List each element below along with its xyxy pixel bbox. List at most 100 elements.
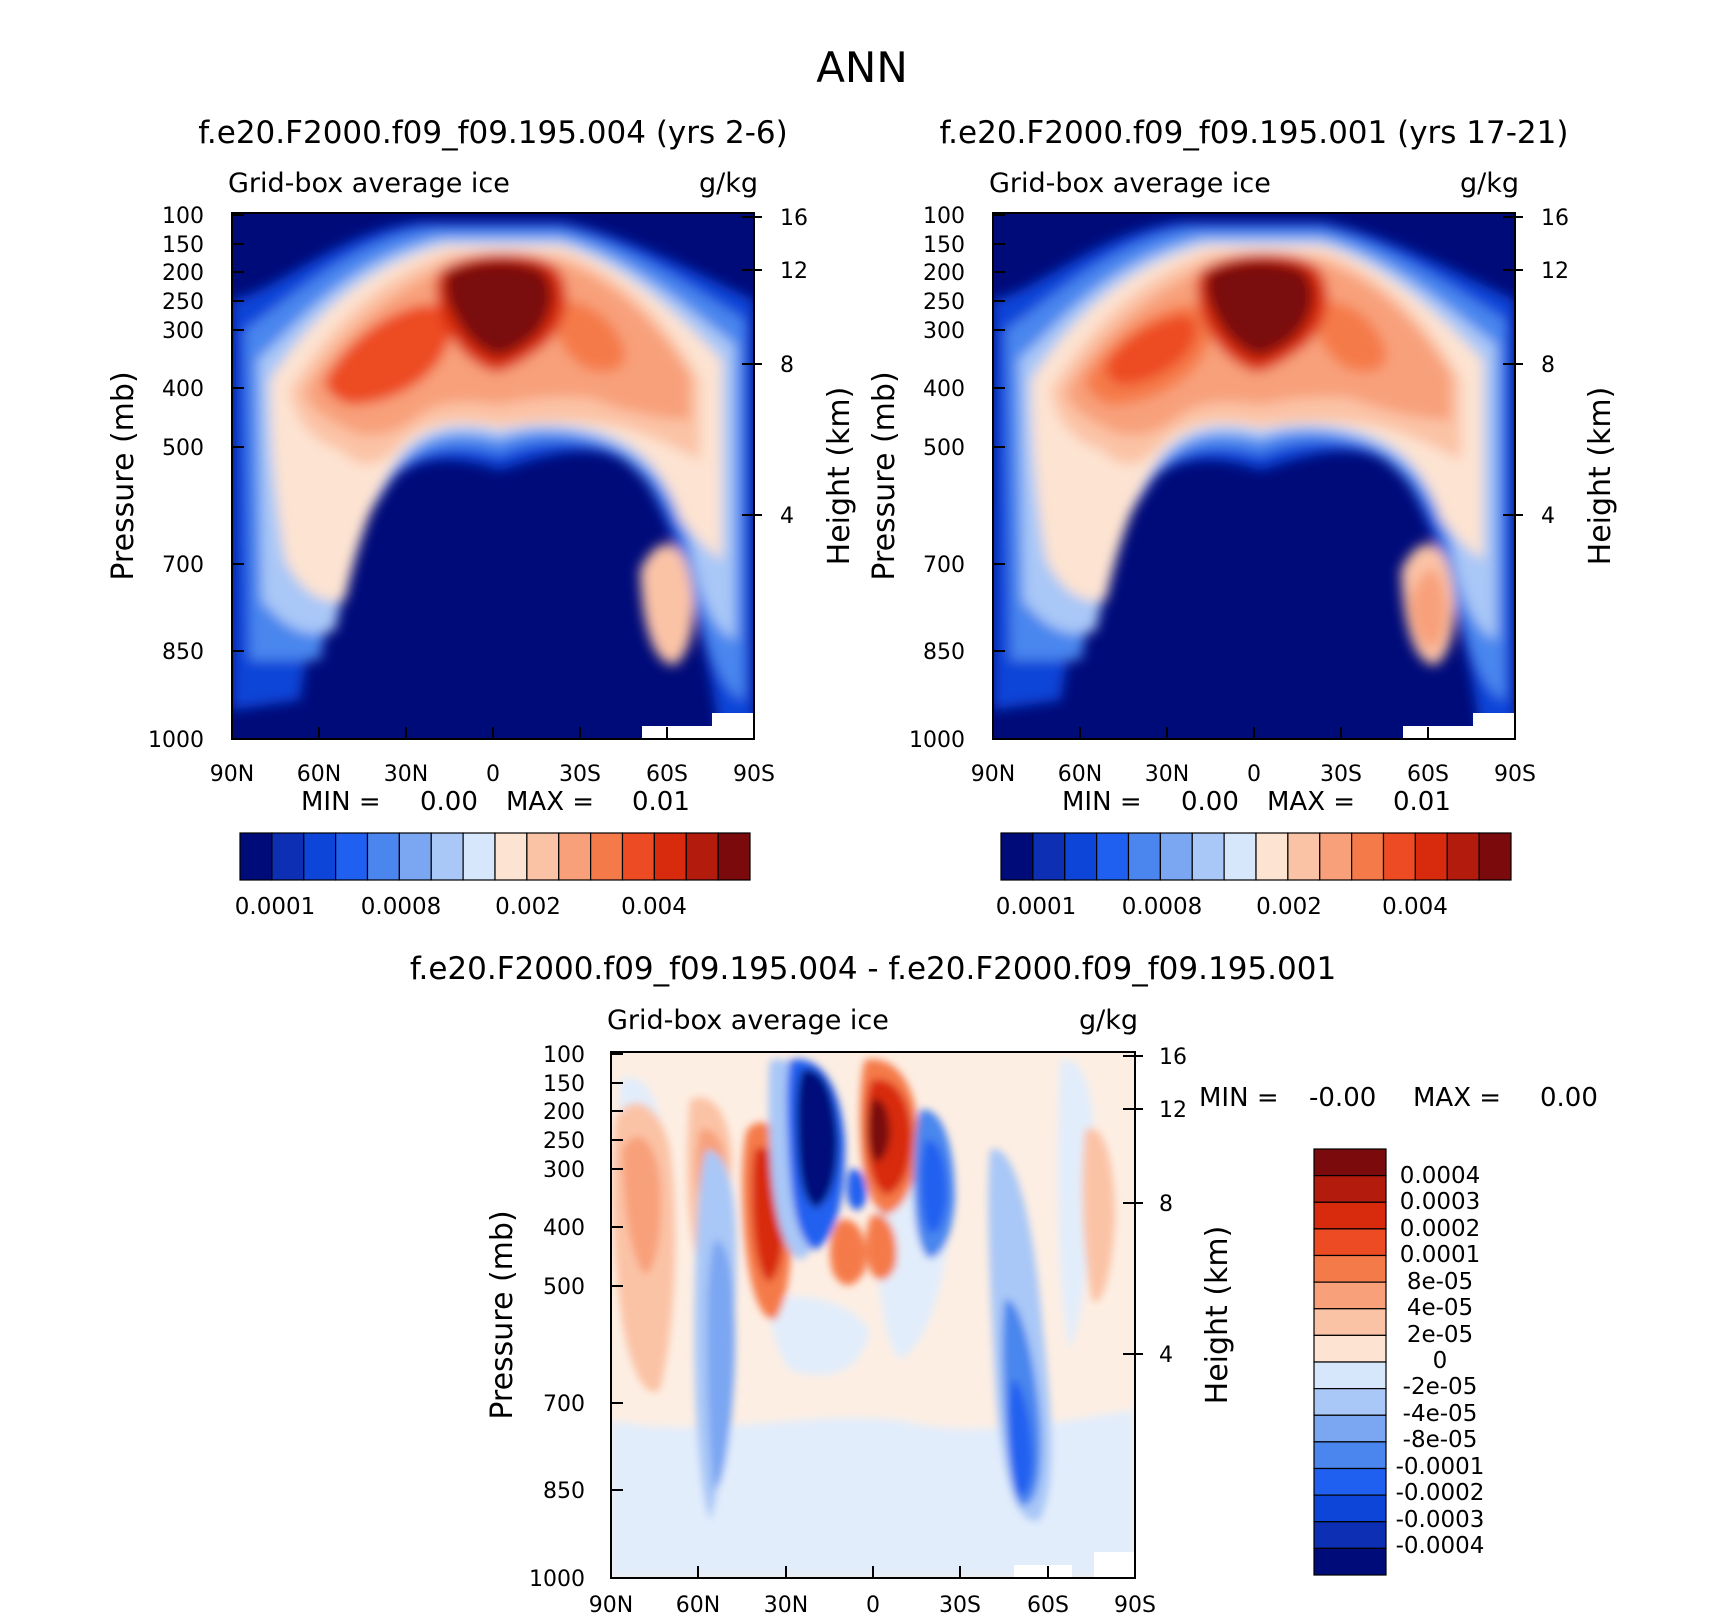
contour-level: [1409, 569, 1447, 650]
contour-level: [769, 1296, 870, 1376]
latitude-axis: 90N 60N 30N 0 30S 60S 90S: [210, 727, 775, 787]
contour-level: [1106, 315, 1197, 385]
units-label: g/kg: [699, 168, 758, 199]
colorbar-swatch: [526, 832, 560, 881]
height-axis: 16 12 8 4: [1123, 1045, 1187, 1368]
colorbar-swatch: [1351, 832, 1385, 881]
colorbar-label: -2e-05: [1403, 1374, 1478, 1400]
colorbar: [239, 832, 751, 881]
colorbar-swatch: [1313, 1175, 1387, 1203]
min-value: 0.00: [420, 787, 478, 817]
height-tick-label: 12: [1159, 1098, 1187, 1123]
colorbar-swatch: [494, 832, 528, 881]
colorbar-swatch: [366, 832, 400, 881]
lat-tick-label: 90N: [210, 762, 254, 787]
colorbar-swatch: [717, 832, 751, 881]
max-value: 0.01: [632, 787, 690, 817]
colorbar-swatch: [303, 832, 337, 881]
lat-tick-label: 90S: [733, 762, 775, 787]
height-tick-label: 4: [780, 504, 794, 529]
colorbar-label: 0.0003: [1400, 1189, 1480, 1215]
pressure-tick-label: 100: [923, 204, 965, 229]
max-value: 0.01: [1393, 787, 1451, 817]
contour-field: [232, 213, 754, 739]
panel-left: f.e20.F2000.f09_f09.195.004 (yrs 2-6) Gr…: [106, 115, 857, 920]
colorbar-swatch: [1313, 1547, 1387, 1576]
colorbar-label: 0.0001: [1400, 1242, 1480, 1268]
colorbar-label: -4e-05: [1403, 1401, 1478, 1427]
contour-level: [846, 1169, 867, 1211]
colorbar-swatch: [271, 832, 305, 881]
lat-tick-label: 60N: [1058, 762, 1102, 787]
colorbar-swatch: [1313, 1281, 1387, 1310]
variable-name: Grid-box average ice: [228, 168, 510, 199]
pressure-tick-label: 300: [162, 319, 204, 344]
colorbar-label: 0.0008: [361, 894, 441, 920]
height-tick-label: 8: [780, 353, 794, 378]
colorbar-swatch: [558, 832, 592, 881]
colorbar-swatch: [1313, 1334, 1387, 1363]
height-axis-title: Height (km): [1583, 387, 1618, 566]
colorbar-swatch: [1096, 832, 1130, 881]
colorbar-label: 0.004: [621, 894, 687, 920]
min-label: MIN =: [1062, 787, 1142, 817]
pressure-tick-label: 700: [543, 1392, 585, 1417]
colorbar-swatch: [1223, 832, 1257, 881]
panel-title: f.e20.F2000.f09_f09.195.004 - f.e20.F200…: [410, 951, 1336, 987]
colorbar-swatch: [1000, 832, 1034, 881]
latitude-axis: 90N 60N 30N 0 30S 60S 90S: [589, 1566, 1156, 1616]
pressure-tick-label: 300: [543, 1158, 585, 1183]
contour-field: [993, 213, 1515, 739]
units-label: g/kg: [1079, 1005, 1138, 1036]
lat-tick-label: 30N: [1145, 762, 1189, 787]
pressure-tick-label: 300: [923, 319, 965, 344]
lat-tick-label: 30S: [939, 1593, 981, 1616]
lat-tick-label: 60S: [1027, 1593, 1069, 1616]
colorbar-swatch: [1191, 832, 1225, 881]
pressure-tick-label: 250: [923, 290, 965, 315]
contour-level: [640, 543, 694, 665]
pressure-tick-label: 250: [162, 290, 204, 315]
lat-tick-label: 0: [1247, 762, 1261, 787]
lat-tick-label: 60S: [646, 762, 688, 787]
pressure-tick-label: 850: [162, 640, 204, 665]
min-label: MIN =: [1199, 1083, 1279, 1113]
colorbar-swatch: [1478, 832, 1512, 881]
contour-level: [445, 261, 553, 356]
colorbar-swatch: [1032, 832, 1066, 881]
pressure-tick-label: 850: [543, 1479, 585, 1504]
lat-tick-label: 90N: [589, 1593, 633, 1616]
colorbar-swatch: [1127, 832, 1161, 881]
pressure-tick-label: 850: [923, 640, 965, 665]
contour-level: [865, 1214, 897, 1280]
colorbar-swatch: [590, 832, 624, 881]
lat-tick-label: 90N: [971, 762, 1015, 787]
colorbar-swatch: [462, 832, 496, 881]
colorbar-swatch: [1414, 832, 1448, 881]
max-label: MAX =: [1267, 787, 1355, 817]
panel-title: f.e20.F2000.f09_f09.195.004 (yrs 2-6): [198, 115, 788, 151]
colorbar-swatch: [1313, 1441, 1387, 1470]
variable-name: Grid-box average ice: [607, 1005, 889, 1036]
colorbar: [1000, 832, 1512, 881]
pressure-tick-label: 400: [543, 1216, 585, 1241]
colorbar-swatch: [1313, 1414, 1387, 1443]
height-axis: 16 12 8 4: [742, 206, 808, 529]
lat-tick-label: 0: [486, 762, 500, 787]
colorbar: [1313, 1148, 1387, 1576]
colorbar-swatch: [1313, 1467, 1387, 1496]
pressure-tick-label: 100: [162, 204, 204, 229]
colorbar-swatch: [1313, 1201, 1387, 1230]
panel-right: f.e20.F2000.f09_f09.195.001 (yrs 17-21) …: [867, 115, 1618, 920]
height-tick-label: 12: [780, 259, 808, 284]
pressure-tick-label: 1000: [148, 728, 204, 753]
pressure-tick-label: 400: [162, 377, 204, 402]
lat-tick-label: 60N: [297, 762, 341, 787]
contour-level: [868, 1099, 890, 1162]
colorbar-label: -0.0004: [1396, 1533, 1485, 1559]
colorbar-label: 0.0001: [235, 894, 315, 920]
colorbar-label: 2e-05: [1407, 1322, 1473, 1348]
colorbar-swatch: [1313, 1388, 1387, 1416]
colorbar-swatch: [1319, 832, 1353, 881]
contour-level: [796, 1069, 838, 1208]
